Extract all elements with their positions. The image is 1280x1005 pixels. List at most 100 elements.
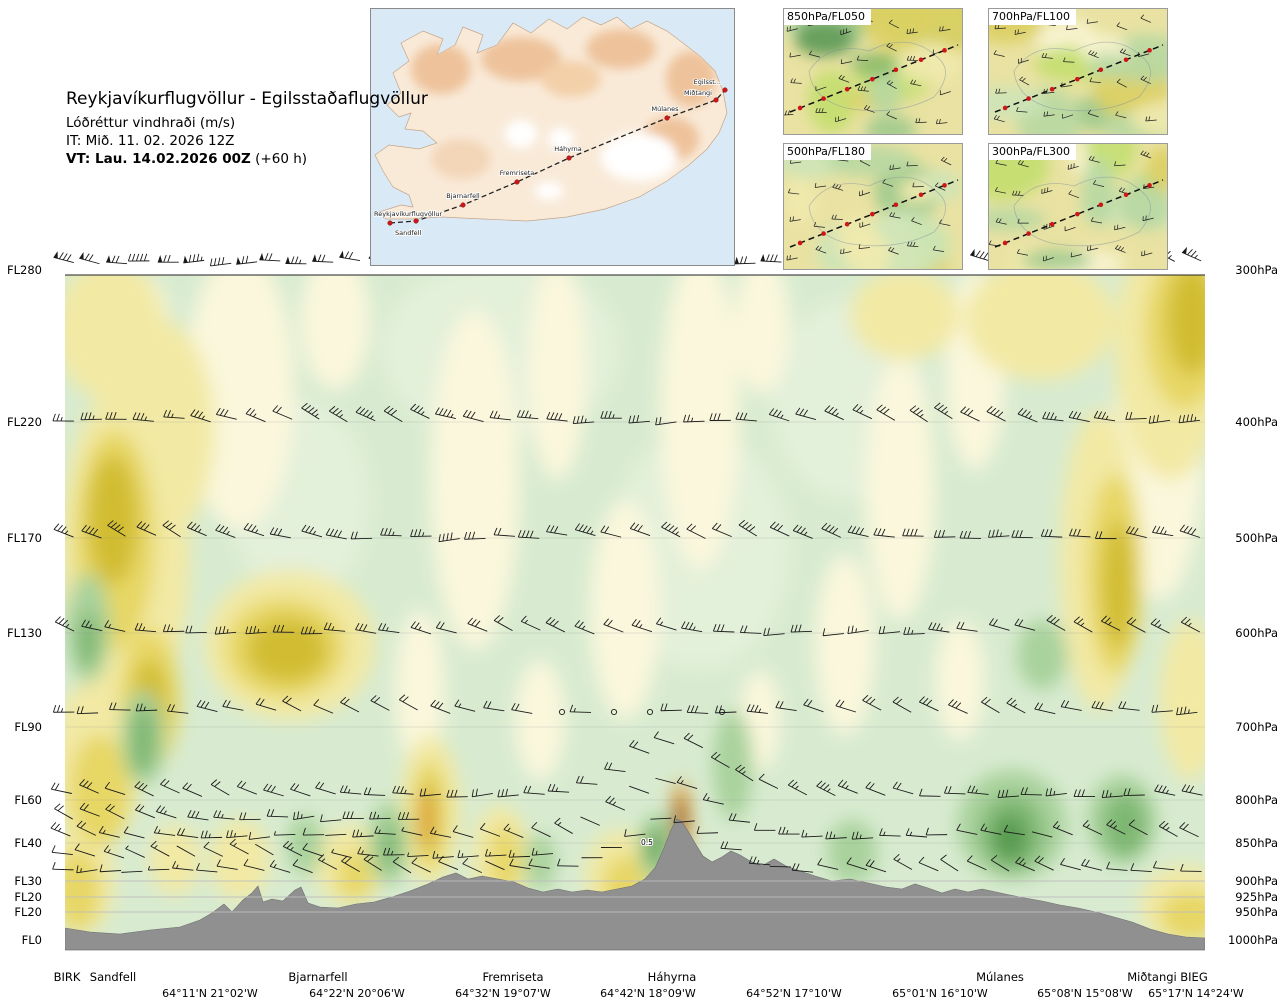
pressure-level-label: 400hPa xyxy=(1235,415,1278,429)
panel-route-dot xyxy=(918,192,924,198)
panel-label-300hpa: 300hPa/FL300 xyxy=(989,144,1077,160)
flight-level-label: FL130 xyxy=(7,626,42,640)
pressure-level-label: 1000hPa xyxy=(1228,933,1278,947)
pressure-level-label: 900hPa xyxy=(1235,874,1278,888)
station-name: Sandfell xyxy=(90,970,136,984)
panel-850hpa: 850hPa/FL050 xyxy=(783,8,963,135)
panel-route-dot xyxy=(1098,67,1104,73)
valid-time: VT: Lau. 14.02.2026 00Z xyxy=(66,151,251,168)
pressure-level-label: 950hPa xyxy=(1235,905,1278,919)
panel-route-dot xyxy=(797,105,803,111)
bottom-station-labels: BIRK Sandfell Bjarnarfell Fremriseta Háhyrna… xyxy=(54,970,1244,1000)
panel-route-dot xyxy=(893,67,899,73)
flight-level-label: FL20 xyxy=(14,905,42,919)
station-coordinates: 65°08'N 15°08'W xyxy=(1037,987,1133,1000)
route-station-dot xyxy=(413,218,419,224)
route-map: Reykjavíkurflugvöllur Sandfell Bjarnarfell… xyxy=(370,8,735,266)
panel-route-dot xyxy=(942,183,947,188)
route-station-label: Múlanes xyxy=(651,105,679,113)
page-title: Reykjavíkurflugvöllur - Egilsstaðaflugvö… xyxy=(66,89,428,109)
panel-route-dot xyxy=(844,86,850,92)
station-coordinates: 64°52'N 17°10'W xyxy=(746,987,842,1000)
valid-time-offset: (+60 h) xyxy=(250,151,308,168)
panel-label-500hpa: 500hPa/FL180 xyxy=(784,144,872,160)
flight-level-label: FL0 xyxy=(22,933,42,947)
route-station-label: Fremriseta xyxy=(500,169,535,177)
route-station-label: Miðtangi xyxy=(684,89,712,97)
panel-route-dot xyxy=(1075,76,1080,82)
station-name: Miðtangi xyxy=(1127,970,1177,984)
route-station-label: Háhyrna xyxy=(554,145,582,153)
panel-map-300hpa xyxy=(988,143,1168,270)
route-line-layer: Reykjavíkurflugvöllur Sandfell Bjarnarfell… xyxy=(373,77,728,238)
panel-route-dot xyxy=(870,76,875,82)
panel-route-dot xyxy=(1075,211,1080,217)
station-name: BIRK xyxy=(54,970,81,984)
pressure-level-label: 800hPa xyxy=(1235,793,1278,807)
station-coordinates: 65°17'N 14°24'W xyxy=(1148,987,1244,1000)
pressure-level-label: 500hPa xyxy=(1235,531,1278,545)
contour-field xyxy=(65,275,1205,950)
route-station-label: Sandfell xyxy=(395,229,421,237)
pressure-level-label: 850hPa xyxy=(1235,836,1278,850)
panel-route-dot xyxy=(893,202,899,208)
flight-level-label: FL20 xyxy=(14,890,42,904)
station-name: Fremriseta xyxy=(482,970,543,984)
route-station-label: Reykjavíkurflugvöllur xyxy=(374,210,443,218)
contour-value-label: 0.5 xyxy=(640,837,654,848)
panel-route-dot xyxy=(1147,48,1152,53)
route-line xyxy=(389,89,726,224)
panel-300hpa: 300hPa/FL300 xyxy=(988,143,1168,270)
panel-route-dot xyxy=(1049,86,1055,92)
station-name: BIEG xyxy=(1180,970,1207,984)
flight-level-label: FL280 xyxy=(7,263,42,277)
route-station-dot xyxy=(514,179,520,185)
route-station-dot xyxy=(722,87,728,93)
panel-route-dot xyxy=(1002,105,1008,111)
panel-route-dot xyxy=(1123,192,1129,198)
pressure-level-label: 700hPa xyxy=(1235,720,1278,734)
panel-route-dot xyxy=(1123,57,1129,63)
init-time: IT: Mið. 11. 02. 2026 12Z xyxy=(66,133,235,150)
flight-level-label: FL220 xyxy=(7,415,42,429)
terrain-silhouette xyxy=(65,818,1205,950)
panel-route-dot xyxy=(821,231,826,236)
panel-route-dot xyxy=(870,211,875,217)
station-name: Háhyrna xyxy=(648,970,697,984)
station-coordinates: 65°01'N 16°10'W xyxy=(892,987,988,1000)
panel-label-700hpa: 700hPa/FL100 xyxy=(989,9,1077,25)
pressure-level-label: 600hPa xyxy=(1235,626,1278,640)
flight-level-label: FL40 xyxy=(14,836,42,850)
panel-route-dot xyxy=(918,57,924,63)
map-relief xyxy=(411,29,716,200)
route-station-dot xyxy=(387,220,393,226)
panel-map-700hpa xyxy=(988,8,1168,135)
route-station-label: Bjarnarfell xyxy=(446,192,480,200)
panel-route-dot xyxy=(1026,231,1031,236)
panel-wind-barbs xyxy=(993,14,1157,123)
station-coordinates: 64°42'N 18°09'W xyxy=(600,987,696,1000)
station-name: Bjarnarfell xyxy=(288,970,347,984)
chart-header: Reykjavíkurflugvöllur - Egilsstaðaflugvö… xyxy=(66,88,428,169)
station-name: Múlanes xyxy=(976,970,1024,984)
pressure-level-label: 300hPa xyxy=(1235,263,1278,277)
route-station-dot xyxy=(460,202,466,208)
panel-route-dot xyxy=(1002,240,1008,246)
route-station-label: Egilsst... xyxy=(694,78,721,86)
flight-level-label: FL90 xyxy=(14,720,42,734)
flight-level-label: FL60 xyxy=(14,793,42,807)
parameter-label: Lóðréttur vindhraði (m/s) xyxy=(66,114,236,131)
pressure-level-label: 925hPa xyxy=(1235,890,1278,904)
panel-700hpa: 700hPa/FL100 xyxy=(988,8,1168,135)
panel-500hpa: 500hPa/FL180 xyxy=(783,143,963,270)
panel-route-dot xyxy=(844,221,850,227)
panel-route-dot xyxy=(821,96,826,101)
panel-route-dot xyxy=(1026,96,1031,101)
panel-route-dot xyxy=(1098,202,1104,208)
panel-route-dot xyxy=(797,240,803,246)
panel-route-dot xyxy=(1049,221,1055,227)
flight-level-label: FL170 xyxy=(7,531,42,545)
station-coordinates: 64°11'N 21°02'W xyxy=(162,987,258,1000)
